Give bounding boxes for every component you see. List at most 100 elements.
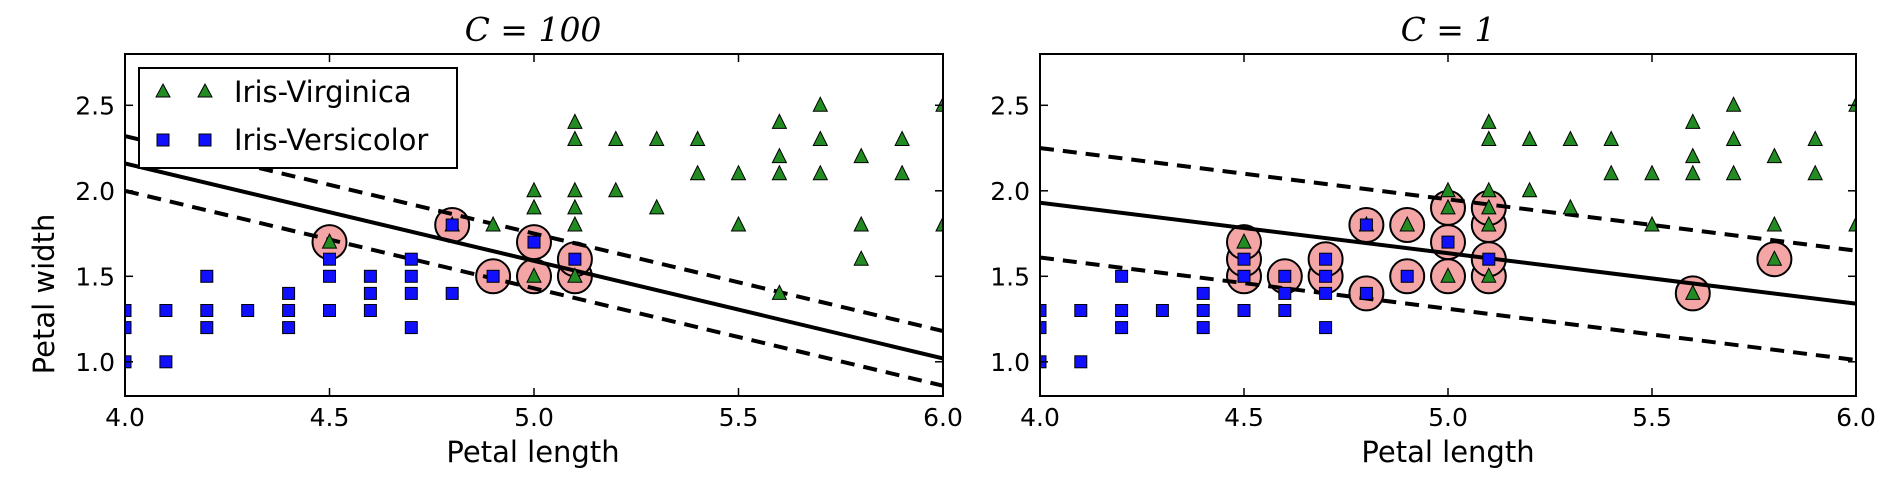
virginica-point <box>894 164 910 181</box>
x-tick-label: 4.0 <box>105 403 145 432</box>
virginica-point <box>526 267 542 283</box>
virginica-point <box>730 215 747 232</box>
virginica-point <box>1848 215 1856 232</box>
x-tick-label: 4.0 <box>1020 403 1060 432</box>
versicolor-point <box>200 269 214 283</box>
virginica-point <box>567 215 583 232</box>
legend-entry-virginica: Iris-Virginica <box>155 75 412 109</box>
y-tick-label: 1.5 <box>75 262 115 291</box>
virginica-point <box>485 215 501 232</box>
legend-label: Iris-Versicolor <box>234 123 428 157</box>
legend-entry-versicolor: Iris-Versicolor <box>156 123 428 157</box>
virginica-point <box>526 198 542 215</box>
versicolor-point <box>323 269 336 283</box>
virginica-point <box>1644 164 1660 181</box>
virginica-point <box>935 96 943 112</box>
versicolor-point <box>159 304 173 317</box>
virginica-point <box>1644 215 1660 232</box>
versicolor-point <box>200 321 214 335</box>
virginica-point <box>1725 164 1742 181</box>
versicolor-point <box>1040 321 1047 335</box>
legend-marker-triangle <box>197 82 213 98</box>
virginica-point <box>321 232 338 249</box>
virginica-point <box>567 130 583 146</box>
versicolor-point <box>1359 286 1373 300</box>
virginica-point <box>853 215 870 232</box>
virginica-point <box>1603 130 1620 146</box>
versicolor-point <box>1196 304 1210 317</box>
versicolor-point <box>282 321 296 335</box>
virginica-point <box>1807 164 1824 181</box>
plot-area <box>125 96 943 388</box>
versicolor-point <box>125 304 132 317</box>
versicolor-point <box>1319 286 1333 300</box>
y-tick-label: 2.0 <box>75 177 115 206</box>
axis-ticks: 4.0 4.5 5.0 5.5 6.0 1.0 1.5 2.0 2.5 <box>990 54 1876 432</box>
versicolor-point <box>486 269 500 283</box>
virginica-point <box>894 130 910 146</box>
virginica-point <box>648 130 665 146</box>
plot-marks <box>1040 96 1856 369</box>
virginica-point <box>1684 113 1701 129</box>
virginica-point <box>1399 215 1416 232</box>
x-tick-label: 4.5 <box>1224 403 1264 432</box>
versicolor-point <box>125 321 132 335</box>
versicolor-point <box>568 252 582 266</box>
virginica-point <box>1521 130 1538 146</box>
versicolor-point <box>1319 269 1333 283</box>
y-tick-label: 1.0 <box>75 348 115 377</box>
versicolor-point <box>1237 269 1251 283</box>
virginica-point <box>689 130 706 146</box>
versicolor-point <box>1278 304 1292 317</box>
versicolor-point <box>1319 321 1333 335</box>
versicolor-point <box>1115 321 1129 335</box>
virginica-point <box>1562 130 1579 146</box>
versicolor-point <box>363 286 377 300</box>
versicolor-point <box>1319 252 1333 266</box>
virginica-point <box>730 164 747 181</box>
virginica-point <box>1562 198 1579 215</box>
legend-marker-triangle <box>155 82 171 98</box>
versicolor-point <box>404 286 418 300</box>
versicolor-point <box>445 218 459 232</box>
versicolor-point <box>1074 355 1088 369</box>
versicolor-point <box>527 235 541 249</box>
virginica-point <box>1480 215 1497 232</box>
versicolor-point <box>1278 269 1292 283</box>
virginica-point <box>1480 267 1497 283</box>
virginica-point <box>853 147 870 164</box>
virginica-point <box>648 198 665 215</box>
virginica-point <box>1725 96 1742 112</box>
virginica-point <box>1684 164 1701 181</box>
virginica-point <box>526 181 542 198</box>
versicolor-point <box>404 252 418 266</box>
versicolor-point <box>1115 269 1129 283</box>
virginica-point <box>812 164 829 181</box>
y-tick-label: 2.5 <box>75 91 115 120</box>
virginica-point <box>1766 250 1783 266</box>
virginica-point <box>567 181 583 198</box>
virginica-point <box>771 284 788 300</box>
versicolor-point <box>1074 304 1088 317</box>
virginica-point <box>1603 164 1620 181</box>
virginica-point <box>567 113 583 129</box>
versicolor-point <box>363 269 377 283</box>
plot-area <box>1040 96 1856 369</box>
virginica-point <box>812 130 829 146</box>
versicolor-point <box>1400 269 1414 283</box>
chart-title: C = 1 <box>1401 10 1496 49</box>
virginica-point <box>1480 113 1497 129</box>
chart-panel-c100: C = 100 Petal width Petal length 4.0 4.5 5… <box>27 10 963 469</box>
virginica-point <box>853 250 870 266</box>
y-tick-label: 1.5 <box>990 262 1030 291</box>
virginica-point <box>1766 215 1783 232</box>
decision-boundary-line <box>1040 200 1856 306</box>
virginica-point <box>1480 181 1497 198</box>
virginica-point <box>1480 198 1497 215</box>
virginica-point <box>607 181 624 198</box>
virginica-point <box>771 147 788 164</box>
versicolor-point <box>1237 304 1251 317</box>
versicolor-point <box>404 269 418 283</box>
versicolor-point <box>1115 304 1129 317</box>
versicolor-point <box>1482 252 1496 266</box>
